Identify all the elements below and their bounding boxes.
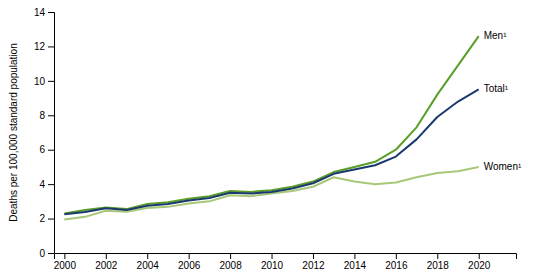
line-label: Total¹ (484, 83, 509, 94)
tick-label: 2008 (219, 260, 242, 271)
tick-label: 2002 (95, 260, 118, 271)
tick-label: 8 (39, 110, 45, 121)
tick-mark (479, 253, 480, 259)
tick: 2 (39, 213, 54, 224)
tick-mark (354, 253, 355, 259)
tick-label: 2014 (344, 260, 367, 271)
line (64, 167, 478, 220)
tick-mark (437, 253, 438, 259)
axis-line (55, 254, 517, 260)
y-axis: 0 2 4 6 8 10 12 14 (34, 7, 55, 259)
tick-label: 2010 (261, 260, 284, 271)
axis-line (48, 13, 55, 254)
tick-mark (48, 81, 54, 82)
tick-label: 12 (34, 41, 46, 52)
tick-label: 2 (39, 213, 45, 224)
tick-label: 6 (39, 144, 45, 155)
tick: 2002 (95, 253, 118, 271)
line-labels: Women¹ Men¹ Total¹ (484, 30, 522, 172)
tick: 6 (39, 144, 54, 155)
tick-mark (48, 12, 54, 13)
tick-label: 2018 (427, 260, 450, 271)
tick: 0 (39, 248, 54, 259)
x-axis: 2000 2002 2004 2006 2008 2010 2012 2014 2016 2018… (54, 253, 517, 271)
tick: 2016 (385, 253, 408, 271)
tick-mark (64, 253, 65, 259)
line (64, 36, 478, 213)
tick-mark (48, 46, 54, 47)
tick-mark (48, 184, 54, 185)
tick-mark (48, 253, 54, 254)
tick-mark (48, 150, 54, 151)
line-label: Men¹ (484, 30, 507, 41)
tick: 2008 (219, 253, 242, 271)
line (64, 89, 478, 214)
tick-mark (396, 253, 397, 259)
tick-label: 2004 (137, 260, 160, 271)
tick-label: 14 (34, 7, 46, 18)
tick: 2020 (468, 253, 491, 271)
tick-mark (147, 253, 148, 259)
y-axis-title: Deaths per 100,000 standard population (8, 43, 19, 221)
tick-label: 2016 (385, 260, 408, 271)
tick-label: 2006 (178, 260, 201, 271)
tick-mark (313, 253, 314, 259)
tick: 2006 (178, 253, 201, 271)
tick: 2000 (54, 253, 77, 271)
tick-mark (106, 253, 107, 259)
tick: 8 (39, 110, 54, 121)
tick: 2018 (427, 253, 450, 271)
tick-label: 10 (34, 76, 46, 87)
tick: 14 (34, 7, 54, 18)
tick: 2010 (261, 253, 284, 271)
tick-mark (48, 115, 54, 116)
tick-mark (48, 219, 54, 220)
tick: 10 (34, 76, 54, 87)
tick-label: 2020 (468, 260, 491, 271)
tick: 4 (39, 179, 54, 190)
tick-label: 2000 (54, 260, 77, 271)
tick: 12 (34, 41, 54, 52)
tick: 2004 (137, 253, 160, 271)
tick: 2014 (344, 253, 367, 271)
plot-area (64, 36, 478, 219)
tick-mark (230, 253, 231, 259)
tick-mark (272, 253, 273, 259)
tick-label: 2012 (302, 260, 325, 271)
chart: 2000200220042006200820102012201420162018… (0, 0, 560, 277)
tick-label: 4 (39, 179, 45, 190)
line-label: Women¹ (484, 161, 522, 172)
tick-mark (189, 253, 190, 259)
tick: 2012 (302, 253, 325, 271)
tick-label: 0 (39, 248, 45, 259)
